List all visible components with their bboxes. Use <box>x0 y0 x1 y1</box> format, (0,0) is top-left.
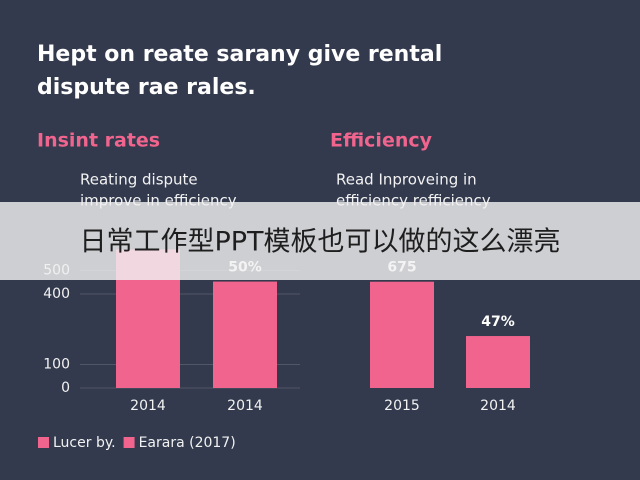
legend-label: Lucer by. <box>53 435 116 451</box>
banner-text: 日常工作型PPT模板也可以做的这么漂亮 <box>79 227 560 258</box>
legend-swatch <box>123 437 135 448</box>
legend-label: Earara (2017) <box>139 435 236 451</box>
y-tick-label: 0 <box>61 380 70 396</box>
banner-band <box>0 202 640 280</box>
title: dispute rae rales. <box>37 75 256 100</box>
bar <box>370 281 434 388</box>
chart-subtitle: Read Inproveing in <box>336 171 477 189</box>
bar-annotation: 47% <box>481 314 515 330</box>
title: Hept on reate sarany give rental <box>37 42 442 67</box>
bar <box>213 281 277 388</box>
bar <box>466 336 530 388</box>
x-tick-label: 2014 <box>227 398 263 414</box>
x-tick-label: 2015 <box>384 398 420 414</box>
x-tick-label: 2014 <box>130 398 166 414</box>
chart-heading: Efficiency <box>330 130 433 152</box>
chart-heading: Insint rates <box>37 130 160 152</box>
y-tick-label: 400 <box>43 286 70 302</box>
legend-swatch <box>38 437 49 448</box>
x-tick-label: 2014 <box>480 398 516 414</box>
chart-subtitle: Reating dispute <box>80 171 198 189</box>
legend: Lucer by. Earara (2017) <box>38 435 236 451</box>
y-tick-label: 100 <box>43 357 70 373</box>
